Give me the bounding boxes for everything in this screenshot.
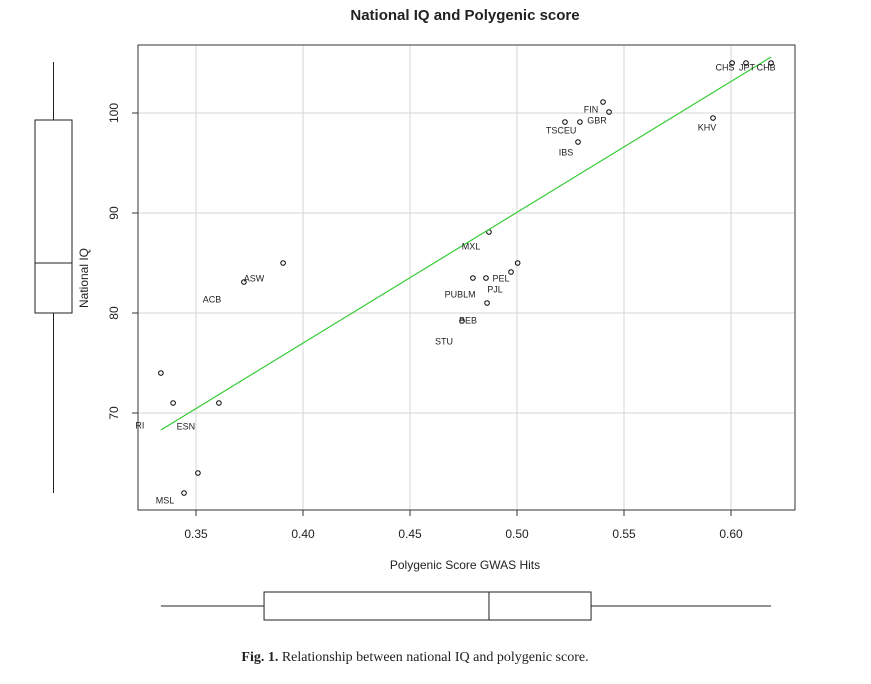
point (216, 400, 222, 406)
x-tick-label: 0.45 (398, 527, 422, 541)
point-label: PEL (492, 273, 509, 283)
point (470, 275, 476, 281)
plot-frame (137, 44, 796, 511)
point (577, 119, 583, 125)
point-label: BEB (459, 315, 477, 325)
point-label: GBR (587, 115, 607, 125)
point-label: KHV (698, 122, 717, 132)
point-label: PUBLM (445, 289, 476, 299)
point-label: TSCEU (546, 125, 577, 135)
point (508, 269, 514, 275)
x-tick-label: 0.40 (291, 527, 315, 541)
point (483, 275, 489, 281)
point (710, 115, 716, 121)
point (158, 370, 164, 376)
caption-text: Relationship between national IQ and pol… (282, 650, 589, 665)
point (241, 279, 247, 285)
x-tick-label: 0.60 (719, 527, 743, 541)
point-label: FIN (584, 104, 599, 114)
point-label: STU (435, 336, 453, 346)
point (181, 490, 187, 496)
x-axis-label: Polygenic Score GWAS Hits (390, 558, 540, 572)
point-label: ESN (177, 421, 196, 431)
y-tick-label: 90 (107, 206, 121, 220)
point (459, 318, 465, 324)
point-label: PJL (487, 284, 503, 294)
point (729, 60, 735, 66)
chart-title: National IQ and Polygenic score (350, 7, 579, 24)
point-label: MSL (156, 495, 175, 505)
point (170, 400, 176, 406)
regression-line (160, 56, 772, 431)
box (263, 591, 592, 621)
box (34, 119, 73, 314)
point-label: RI (135, 420, 144, 430)
point-label: CHS (716, 62, 735, 72)
y-tick-label: 80 (107, 306, 121, 320)
y-tick-label: 70 (107, 406, 121, 420)
y-axis-label: National IQ (77, 248, 91, 308)
point-label: MXL (462, 241, 481, 251)
x-tick-label: 0.55 (612, 527, 636, 541)
x-tick-label: 0.35 (184, 527, 208, 541)
point (280, 260, 286, 266)
point (562, 119, 568, 125)
point-label: IBS (559, 147, 574, 157)
point (484, 300, 490, 306)
point (514, 260, 521, 266)
point-label: JPT (739, 62, 756, 72)
caption: Fig. 1. Relationship between national IQ… (241, 650, 588, 665)
point (743, 60, 749, 66)
point (600, 99, 606, 105)
caption-label: Fig. 1. (241, 650, 278, 665)
point (195, 470, 201, 476)
x-tick-label: 0.50 (505, 527, 529, 541)
point-label: CHB (757, 62, 776, 72)
point (606, 109, 612, 115)
y-tick-label: 100 (107, 103, 121, 123)
point-label: ACB (203, 294, 222, 304)
point (768, 60, 774, 66)
point (575, 139, 581, 145)
point-label: ASW (244, 273, 265, 283)
